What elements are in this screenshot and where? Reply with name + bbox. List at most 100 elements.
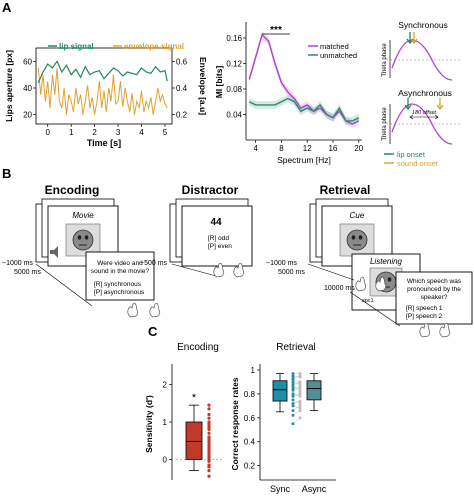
data-point-async [298, 392, 302, 396]
movie-label: Movie [72, 211, 94, 220]
y-tick-label-left: 60 [23, 57, 32, 66]
encoding-option-r: [R] synchronous [94, 281, 142, 288]
data-point [207, 459, 211, 463]
data-point-sync [291, 388, 295, 392]
ylabel-correct-response: Correct response rates [230, 377, 240, 470]
mutual-information-chart: 4 8 12 16 20 0.04 0.08 0.12 0.16 *** matched unm… [214, 22, 364, 165]
data-point-async [298, 399, 302, 403]
data-point-sync [291, 394, 295, 398]
ylabel-mi: MI [bits] [214, 66, 224, 99]
theta-phase-illustration: Synchronous Theta phase Asynchronous 180… [382, 20, 462, 168]
data-point-sync [291, 386, 295, 390]
x-tick-label: 20 [354, 144, 363, 153]
data-point [207, 403, 211, 407]
legend-lip-onset: lip onset [397, 150, 426, 159]
y-tick-label: 1 [163, 418, 168, 427]
box-iqr [272, 380, 288, 402]
y-tick-label: 0.08 [226, 85, 242, 94]
series-line-unmatched [248, 97, 360, 122]
significance-star: * [192, 392, 197, 404]
envelope-signal-line [37, 67, 168, 115]
data-point-async [298, 385, 302, 389]
data-point-sync [291, 380, 295, 384]
data-point-sync [291, 409, 295, 413]
ylabel-sensitivity: Sensitivity (d') [144, 395, 154, 453]
legend-unmatched: unmatched [320, 51, 357, 60]
legend-lip-signal: lip signal [59, 42, 94, 51]
data-point-async [298, 372, 302, 376]
lip-envelope-chart: 0 1 2 3 4 5 20 40 60 0.2 0.4 0.6 lip signal envelop… [4, 42, 208, 148]
x-tick-label: 1 [69, 128, 74, 137]
category-label: Sync [270, 484, 291, 494]
significance-stars: *** [270, 25, 282, 36]
x-tick-label: 5 [163, 128, 168, 137]
series-line-matched [248, 33, 360, 125]
y-tick-label: 0.6 [244, 414, 256, 423]
cue-label: Cue [350, 211, 365, 220]
speaker-label-1: spc1 [362, 298, 374, 304]
retrieval-question-line1: Which speech was [407, 278, 462, 285]
distractor-option-p: [P] even [208, 243, 232, 250]
data-point [207, 474, 211, 478]
x-tick-label: 4 [139, 128, 144, 137]
y-tick-label-left: 40 [23, 84, 32, 93]
retrieval-chart-title: Retrieval [276, 342, 315, 353]
y-tick-label: 0.16 [226, 34, 242, 43]
data-point-sync [291, 382, 295, 386]
theta-axis-label-sync: Theta phase [382, 43, 388, 77]
data-point-sync [291, 422, 295, 426]
legend-envelope-signal: envelope signal [124, 42, 184, 51]
legend-sound-onset: sound onset [397, 159, 439, 168]
encoding-question-line2: sound in the movie? [91, 268, 150, 275]
panel-letter-a: A [2, 0, 12, 15]
synchronous-title: Synchronous [398, 20, 448, 30]
data-point [207, 416, 211, 420]
lip-signal-line [37, 60, 168, 83]
data-point-async [298, 387, 302, 391]
data-point-sync [291, 374, 295, 378]
paired-line [292, 417, 301, 424]
panel-letter-c: C [148, 324, 158, 339]
sensitivity-boxplot: Encoding 0 1 2 * Sensitivity (d') [144, 342, 222, 480]
ylabel-lips-aperture: Lips aperture [px] [4, 50, 14, 122]
listening-label: Listening [370, 257, 403, 266]
data-point-async [298, 380, 302, 384]
data-point-async [298, 401, 302, 405]
y-tick-label-right: 0.6 [176, 57, 188, 66]
distractor-title: Distractor [182, 183, 239, 197]
theta-axis-label-async: Theta phase [382, 107, 388, 141]
data-point-async [298, 409, 302, 413]
x-tick-label: 0 [45, 128, 50, 137]
data-point-async [298, 374, 302, 378]
retrieval-phase: Retrieval Cue Listening spc1 spc2 Which … [266, 183, 473, 338]
data-point [207, 431, 211, 435]
encoding-option-p: [P] asynchronous [94, 289, 145, 296]
data-point-async [298, 382, 302, 386]
retrieval-timing-1: ~1000 ms [266, 260, 297, 267]
data-point-sync [291, 401, 295, 405]
box-iqr [185, 421, 203, 460]
retrieval-timing-2: 5000 ms [278, 269, 305, 276]
data-point-async [298, 390, 302, 394]
y-tick-label: 0 [163, 455, 168, 464]
data-point-sync [291, 413, 295, 417]
category-label: Async [302, 484, 327, 494]
data-point [207, 427, 211, 432]
y-tick-label: 1 [251, 366, 256, 375]
retrieval-question-line3: speaker? [421, 294, 448, 301]
x-tick-label: 3 [116, 128, 121, 137]
data-point [207, 469, 211, 473]
asynchronous-title: Asynchronous [398, 88, 452, 98]
y-tick-label: 0.2 [244, 462, 256, 471]
data-point-async [298, 406, 302, 410]
retrieval-option-p: [P] speech 2 [406, 313, 443, 320]
data-point-async [298, 404, 302, 408]
distractor-number: 44 [210, 217, 222, 228]
retrieval-option-r: [R] speech 1 [406, 305, 443, 312]
panel-letter-b: B [2, 166, 11, 181]
offset-label: 180 offset [412, 110, 437, 116]
x-tick-label: 2 [92, 128, 97, 137]
retrieval-timing-3: 10000 ms [324, 285, 355, 292]
data-point [207, 465, 211, 469]
